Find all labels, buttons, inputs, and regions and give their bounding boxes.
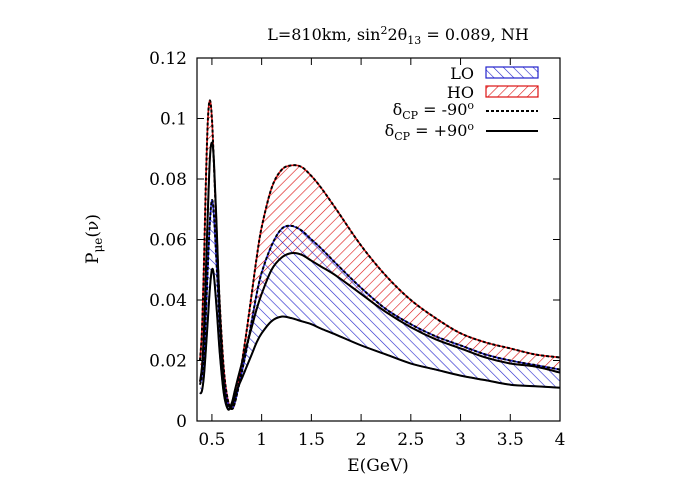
x-tick-label: 1.5 [298, 430, 325, 450]
chart-title: L=810km, sin22θ13 = 0.089, NH [267, 24, 529, 47]
x-tick-label: 2 [356, 430, 367, 450]
y-tick-label: 0.02 [149, 352, 187, 372]
y-axis-ticks: 0 0.02 0.04 0.06 0.08 0.1 0.12 [149, 49, 560, 432]
lo-cp-minus90-curve [199, 199, 560, 410]
y-tick-label: 0 [176, 412, 187, 432]
plot-area [198, 99, 560, 411]
x-tick-label: 1 [256, 430, 267, 450]
ho-band [199, 100, 560, 410]
x-tick-label: 4 [555, 430, 566, 450]
y-tick-label: 0.06 [149, 231, 187, 251]
ho-cp-minus90-curve [198, 99, 560, 410]
x-tick-label: 3 [455, 430, 466, 450]
legend-label-lo: LO [450, 64, 474, 83]
legend-label-ho: HO [447, 83, 474, 102]
ho-cp-plus90-curve [198, 141, 560, 411]
x-tick-label: 0.5 [198, 430, 225, 450]
x-tick-label: 3.5 [497, 430, 524, 450]
y-tick-label: 0.04 [149, 291, 187, 311]
legend-swatch-ho [485, 85, 539, 98]
lo-cp-plus90-curve [199, 267, 560, 411]
y-axis-title: Pμe(ν) [83, 214, 105, 264]
x-axis-title: E(GeV) [347, 456, 409, 476]
legend: LO HO δCP = -90o δCP = +90o [385, 64, 539, 143]
y-tick-label: 0.08 [149, 170, 187, 190]
legend-label-cp-plus90: δCP = +90o [385, 120, 475, 143]
x-tick-label: 2.5 [397, 430, 424, 450]
legend-swatch-lo [485, 66, 539, 79]
y-tick-label: 0.1 [160, 110, 187, 130]
x-axis-ticks: 0.5 1 1.5 2 2.5 3 3.5 4 [198, 58, 565, 450]
y-tick-label: 0.12 [149, 49, 187, 69]
legend-label-cp-minus90: δCP = -90o [393, 99, 475, 122]
